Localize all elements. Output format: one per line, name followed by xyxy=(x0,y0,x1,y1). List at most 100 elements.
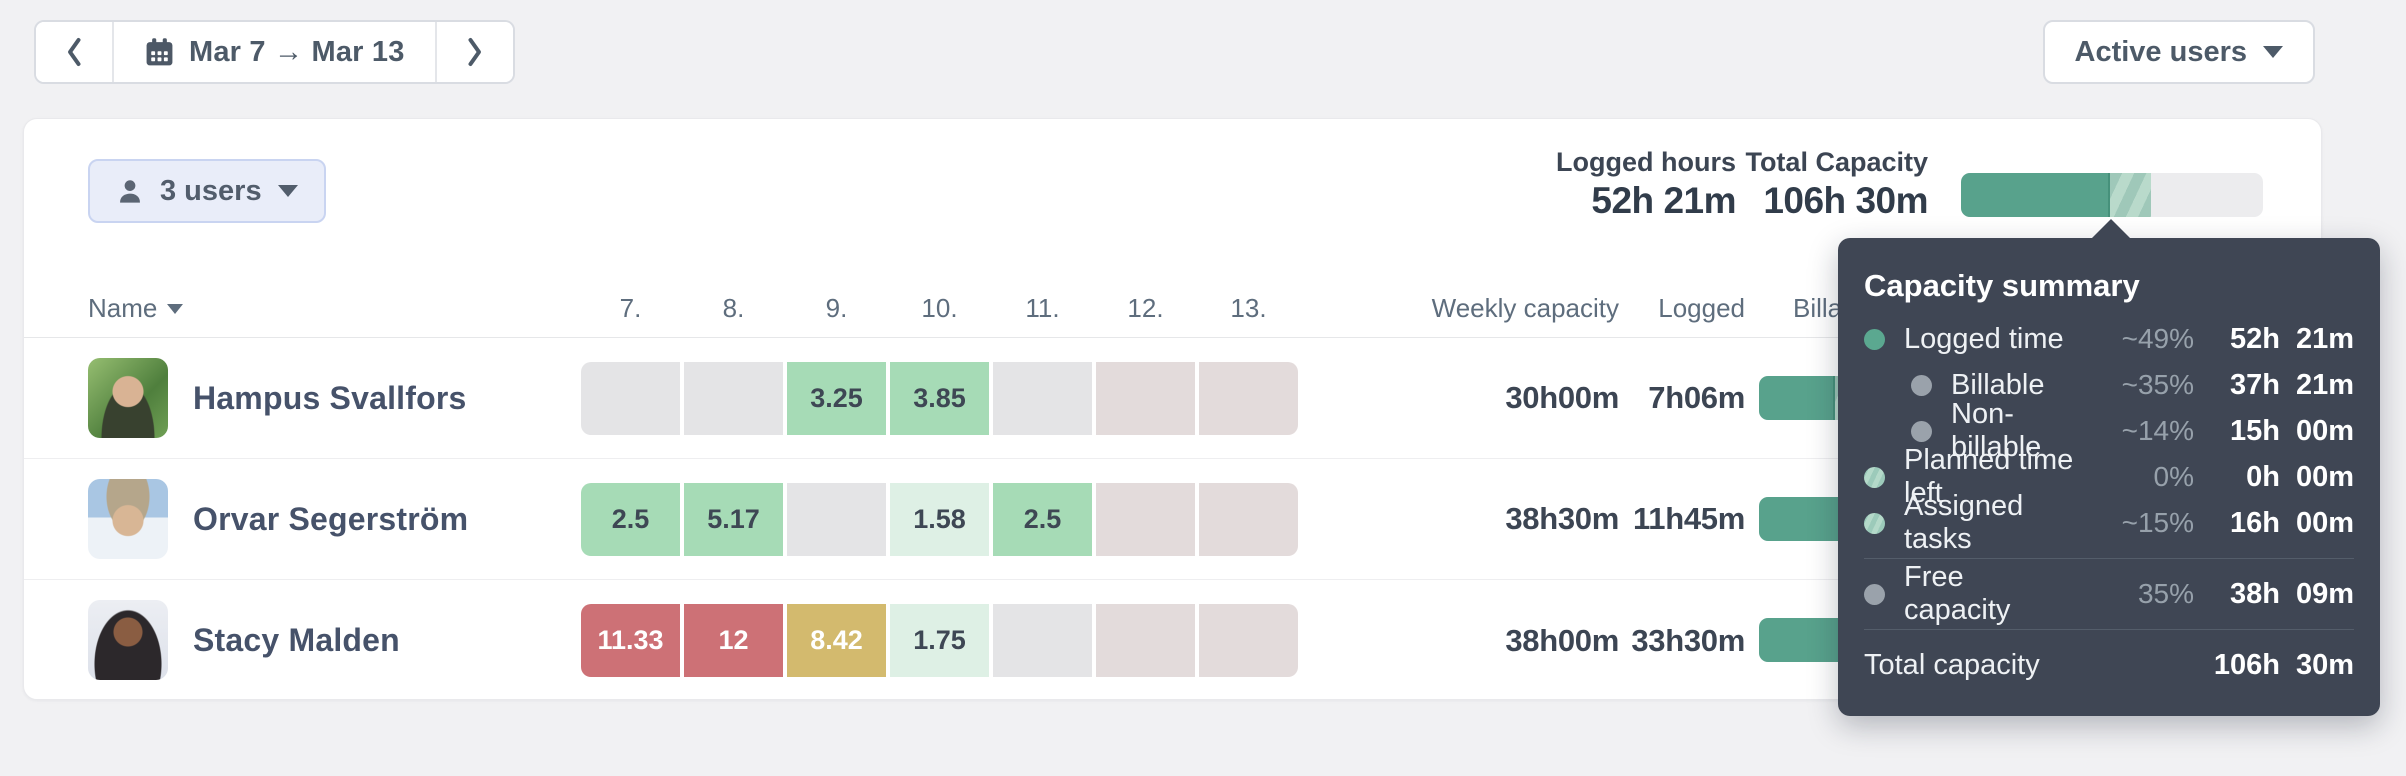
tooltip-row-percent: ~35% xyxy=(2121,369,2194,400)
tooltip-row-hours: 16h xyxy=(2230,506,2280,539)
tooltip-title: Capacity summary xyxy=(1864,268,2140,303)
day-cell[interactable] xyxy=(1096,604,1195,677)
tooltip-row-label: Free capacity xyxy=(1904,561,2011,626)
legend-dot-icon xyxy=(1911,420,1932,442)
day-cell[interactable] xyxy=(1199,362,1298,435)
tooltip-row-minutes: 00m xyxy=(2295,506,2354,539)
logged-value: 11h45m xyxy=(1633,501,1745,536)
sort-caret-icon xyxy=(167,303,184,314)
tooltip-row-hours: 106h xyxy=(2213,648,2280,681)
tooltip-row-label: Assigned tasks xyxy=(1904,490,2024,555)
day-cell[interactable] xyxy=(684,362,783,435)
day-cell[interactable] xyxy=(1096,362,1195,435)
tooltip-row: Planned time left 0% 0h 00m xyxy=(1864,444,2354,509)
tooltip-row-hours: 52h xyxy=(2230,322,2280,355)
day-cell[interactable]: 1.75 xyxy=(890,604,989,677)
next-week-button[interactable] xyxy=(436,22,513,82)
day-cell[interactable]: 1.58 xyxy=(890,483,989,556)
weekly-capacity-value: 38h30m xyxy=(1505,501,1619,536)
day-cell[interactable]: 2.5 xyxy=(993,483,1092,556)
tooltip-row: Billable ~35% 37h 21m xyxy=(1864,362,2354,408)
legend-dot-icon xyxy=(1864,583,1885,605)
day-cell[interactable] xyxy=(581,362,680,435)
tooltip-row-percent: 0% xyxy=(2153,461,2194,492)
tooltip-row-label: Total capacity xyxy=(1864,648,2040,681)
avatar xyxy=(88,479,168,559)
tooltip-row-percent: 35% xyxy=(2137,578,2194,609)
user-row[interactable]: Hampus Svallfors 3.25 3.85 30h00m 7h06m xyxy=(24,338,2321,459)
users-filter-label: 3 users xyxy=(160,174,262,207)
date-range-button[interactable]: Mar 7 → Mar 13 xyxy=(112,22,437,82)
tooltip-row: Logged time ~49% 52h 21m xyxy=(1864,316,2354,362)
tooltip-divider xyxy=(1864,629,2354,630)
capacity-tooltip: Capacity summary Logged time ~49% 52h 21… xyxy=(1838,219,2380,716)
day-cell[interactable]: 3.85 xyxy=(890,362,989,435)
day-cell[interactable]: 5.17 xyxy=(684,483,783,556)
chevron-down-icon xyxy=(277,185,298,197)
tooltip-row-minutes: 00m xyxy=(2295,414,2354,447)
weekly-capacity-value: 38h00m xyxy=(1505,622,1619,658)
user-name: Hampus Svallfors xyxy=(193,379,467,416)
name-column-header[interactable]: Name xyxy=(88,293,184,324)
day-header: 8. xyxy=(722,293,745,323)
tooltip-row-hours: 37h xyxy=(2230,368,2280,401)
summary-logged-hours: Logged hours 52h 21m xyxy=(1556,147,1736,222)
tooltip-row-label: Planned time left xyxy=(1904,444,2074,509)
day-cell[interactable] xyxy=(1199,604,1298,677)
legend-dot-icon xyxy=(1911,374,1932,396)
chevron-right-icon xyxy=(463,34,487,70)
logged-header: Logged xyxy=(1658,293,1745,323)
logged-value: 7h06m xyxy=(1648,380,1745,415)
legend-dot-icon xyxy=(1864,466,1885,488)
capacity-bar-logged-segment xyxy=(1759,376,1833,420)
day-header: 11. xyxy=(1025,293,1060,323)
tooltip-row-percent: ~14% xyxy=(2121,415,2194,446)
active-users-label: Active users xyxy=(2074,35,2248,68)
capacity-bar-logged-segment xyxy=(1961,173,2108,217)
user-name: Orvar Segerström xyxy=(193,500,469,537)
prev-week-button[interactable] xyxy=(36,22,112,82)
day-header: 9. xyxy=(825,293,848,323)
day-cell[interactable] xyxy=(1096,483,1195,556)
day-cell[interactable] xyxy=(1199,483,1298,556)
tooltip-row-percent: ~49% xyxy=(2121,323,2194,354)
tooltip-row: Assigned tasks ~15% 16h 00m xyxy=(1864,490,2354,555)
active-users-dropdown[interactable]: Active users xyxy=(2042,20,2315,84)
users-filter-dropdown[interactable]: 3 users xyxy=(88,159,326,223)
chevron-down-icon xyxy=(2263,46,2283,58)
day-cell[interactable]: 11.33 xyxy=(581,604,680,677)
day-cell[interactable]: 2.5 xyxy=(581,483,680,556)
tooltip-row-label: Logged time xyxy=(1904,322,2064,355)
legend-dot-icon xyxy=(1864,512,1885,534)
day-cell[interactable]: 3.25 xyxy=(787,362,886,435)
day-cell[interactable] xyxy=(787,483,886,556)
legend-dot-icon xyxy=(1864,328,1885,350)
day-cell[interactable]: 12 xyxy=(684,604,783,677)
tooltip-row-minutes: 09m xyxy=(2295,577,2354,610)
summary-total-capacity: Total Capacity 106h 30m xyxy=(1745,147,1928,222)
user-row[interactable]: Stacy Malden 11.33 12 8.42 1.75 38h00m 33h3… xyxy=(24,580,2321,701)
weekly-capacity-value: 30h00m xyxy=(1505,380,1619,415)
day-header: 7. xyxy=(619,293,642,323)
tooltip-row-hours: 38h xyxy=(2230,577,2280,610)
table-header: Name 7. 8. 9. 10. 11. 12. 13. Weekly capacity … xyxy=(24,269,2321,338)
day-cell[interactable] xyxy=(993,604,1092,677)
user-row[interactable]: Orvar Segerström 2.5 5.17 1.58 2.5 38h30m 1… xyxy=(24,459,2321,580)
capacity-bar-planned-segment xyxy=(2108,173,2151,217)
capacity-bar[interactable] xyxy=(1961,173,2263,217)
date-range-label: Mar 7 → Mar 13 xyxy=(189,35,405,68)
tooltip-row-minutes: 00m xyxy=(2295,460,2354,493)
metric-value: 52h 21m xyxy=(1591,180,1736,221)
day-cell[interactable]: 8.42 xyxy=(787,604,886,677)
day-cells: 11.33 12 8.42 1.75 xyxy=(581,604,1298,677)
metric-value: 106h 30m xyxy=(1763,180,1928,221)
avatar xyxy=(88,600,168,680)
user-name: Stacy Malden xyxy=(193,622,400,658)
tooltip-row-label: Billable xyxy=(1951,368,2045,401)
tooltip-row-hours: 0h xyxy=(2246,460,2280,493)
metric-label: Logged hours xyxy=(1556,147,1736,177)
tooltip-row-minutes: 21m xyxy=(2295,322,2354,355)
day-cell[interactable] xyxy=(993,362,1092,435)
user-icon xyxy=(116,177,144,205)
avatar xyxy=(88,358,168,438)
